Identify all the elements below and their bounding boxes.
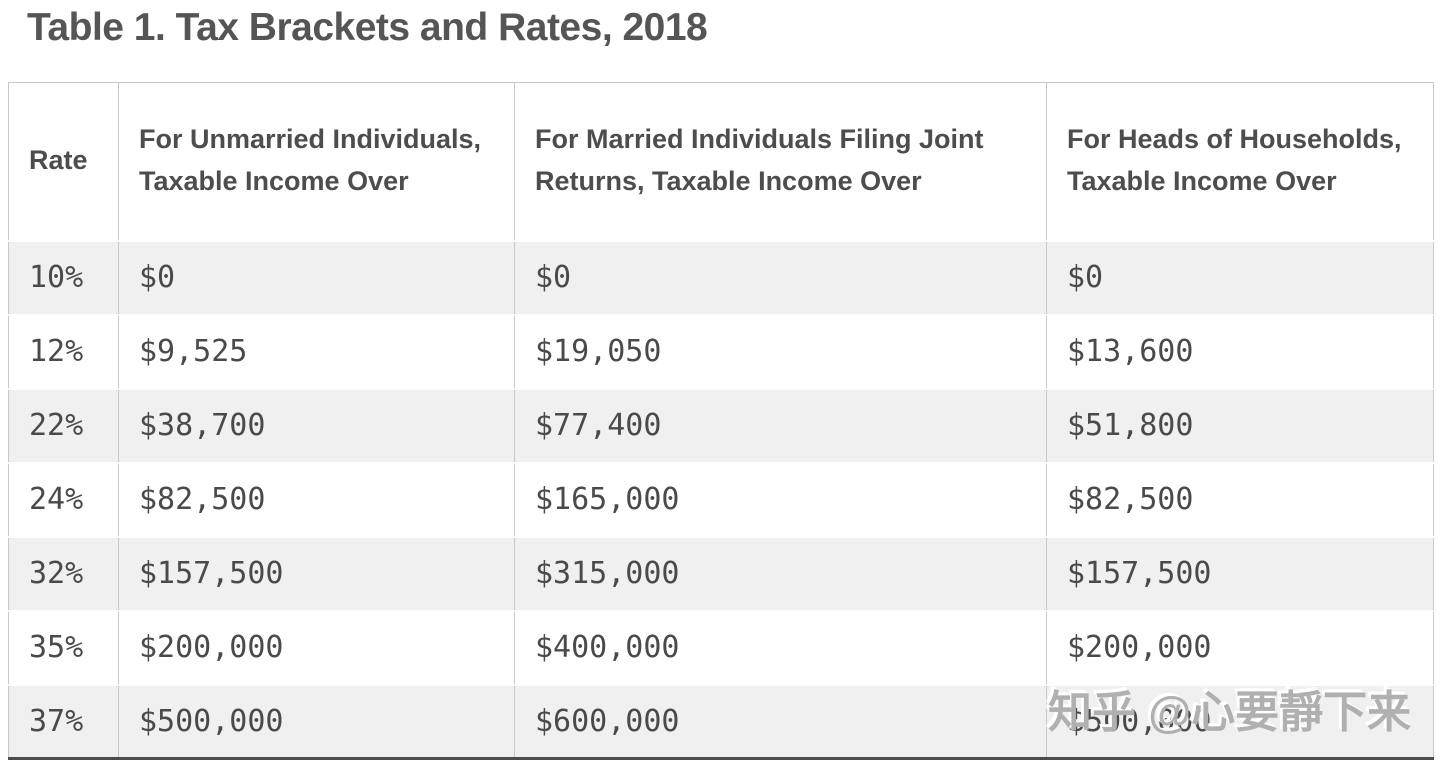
cell-hoh: $157,500: [1067, 556, 1212, 591]
cell-married: $400,000: [514, 610, 1047, 685]
table-row: 32% $157,500 $315,000 $157,500: [8, 536, 1434, 611]
cell-rate: 35%: [8, 610, 119, 685]
cell-rate: 24%: [8, 462, 119, 537]
header-row: Rate For Unmarried Individuals, Taxable …: [8, 82, 1434, 241]
column-header-hoh: For Heads of Households, Taxable Income …: [1067, 124, 1402, 197]
table-row: 22% $38,700 $77,400 $51,800: [8, 388, 1434, 463]
cell-unmarried: $9,525: [118, 314, 515, 389]
cell-rate: 37%: [8, 684, 119, 759]
table-row: 24% $82,500 $165,000 $82,500: [8, 462, 1434, 537]
cell-unmarried: $0: [118, 240, 515, 315]
cell-rate: 32%: [8, 536, 119, 611]
cell-hoh: $51,800: [1067, 408, 1194, 443]
column-header-unmarried: For Unmarried Individuals, Taxable Incom…: [118, 82, 515, 241]
cell-married: $315,000: [514, 536, 1047, 611]
cell-married: $165,000: [514, 462, 1047, 537]
column-header-rate: Rate: [8, 82, 119, 241]
cell-hoh: $500,000: [1067, 703, 1212, 739]
table-row: 12% $9,525 $19,050 $13,600: [8, 314, 1434, 389]
cell-hoh: $13,600: [1067, 334, 1194, 369]
table-row: 37% $500,000 $600,000 $500,000: [8, 684, 1434, 759]
table-header: Rate For Unmarried Individuals, Taxable …: [8, 82, 1434, 241]
table-row: 35% $200,000 $400,000 $200,000: [8, 610, 1434, 685]
cell-unmarried: $82,500: [118, 462, 515, 537]
cell-rate: 10%: [8, 240, 119, 315]
cell-rate: 22%: [8, 388, 119, 463]
cell-married: $77,400: [514, 388, 1047, 463]
cell-married: $600,000: [514, 684, 1047, 759]
page-title: Table 1. Tax Brackets and Rates, 2018: [27, 6, 708, 49]
cell-hoh: $200,000: [1067, 630, 1212, 665]
column-header-married: For Married Individuals Filing Joint Ret…: [514, 82, 1047, 241]
cell-married: $0: [514, 240, 1047, 315]
cell-unmarried: $157,500: [118, 536, 515, 611]
cell-hoh: $0: [1067, 260, 1104, 295]
cell-married: $19,050: [514, 314, 1047, 389]
cell-unmarried: $38,700: [118, 388, 515, 463]
tax-brackets-table: Rate For Unmarried Individuals, Taxable …: [8, 82, 1434, 760]
table-row: 10% $0 $0 $0: [8, 240, 1434, 315]
cell-unmarried: $200,000: [118, 610, 515, 685]
cell-rate: 12%: [8, 314, 119, 389]
table-body: 10% $0 $0 $0 12% $9,525 $19,050 $13,600 …: [8, 240, 1434, 759]
cell-unmarried: $500,000: [118, 684, 515, 759]
cell-hoh: $82,500: [1067, 482, 1194, 517]
